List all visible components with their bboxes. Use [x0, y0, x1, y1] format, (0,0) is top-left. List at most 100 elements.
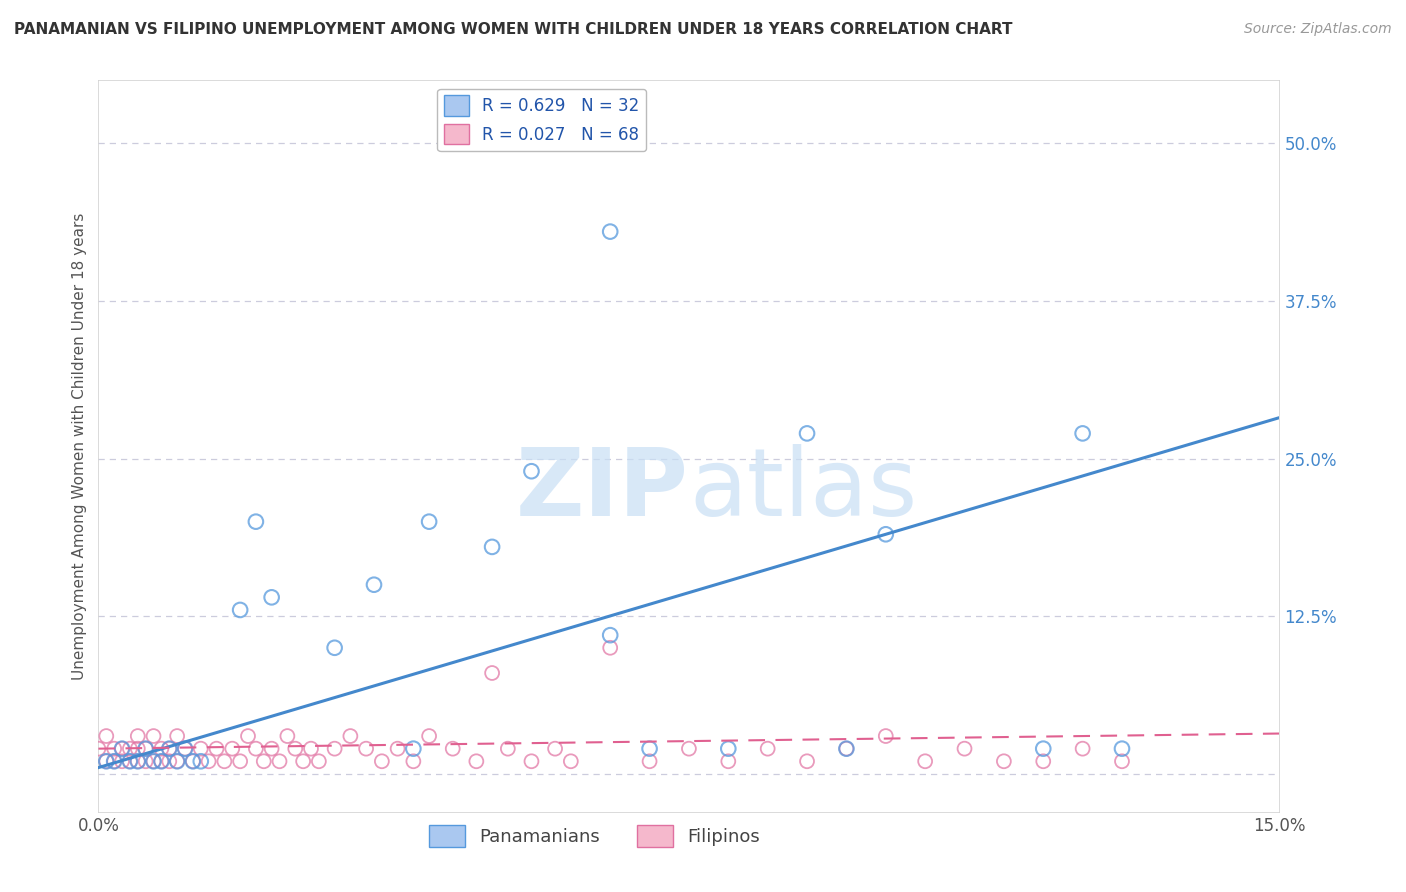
Point [875, 527, 897, 541]
Point [638, 741, 661, 756]
Point [363, 578, 385, 592]
Point [402, 754, 425, 768]
Point [323, 640, 346, 655]
Point [441, 741, 464, 756]
Point [339, 729, 361, 743]
Point [875, 729, 897, 743]
Point [481, 665, 503, 680]
Point [284, 741, 307, 756]
Point [221, 741, 243, 756]
Point [835, 741, 858, 756]
Point [118, 754, 141, 768]
Point [157, 741, 180, 756]
Point [118, 754, 141, 768]
Point [96, 754, 118, 768]
Point [796, 754, 818, 768]
Point [599, 628, 621, 642]
Point [181, 754, 204, 768]
Point [299, 741, 322, 756]
Point [796, 426, 818, 441]
Point [174, 741, 197, 756]
Point [717, 754, 740, 768]
Point [118, 741, 141, 756]
Point [292, 754, 315, 768]
Point [371, 754, 394, 768]
Point [142, 754, 165, 768]
Text: Source: ZipAtlas.com: Source: ZipAtlas.com [1244, 22, 1392, 37]
Point [323, 741, 346, 756]
Point [387, 741, 409, 756]
Point [96, 729, 118, 743]
Point [276, 729, 298, 743]
Point [599, 640, 621, 655]
Point [127, 741, 149, 756]
Point [1111, 741, 1133, 756]
Text: atlas: atlas [689, 444, 917, 536]
Point [914, 754, 936, 768]
Point [96, 754, 118, 768]
Point [993, 754, 1015, 768]
Point [166, 754, 188, 768]
Point [1111, 754, 1133, 768]
Point [269, 754, 291, 768]
Point [717, 741, 740, 756]
Point [150, 754, 173, 768]
Point [197, 754, 219, 768]
Point [953, 741, 976, 756]
Point [190, 754, 212, 768]
Point [229, 754, 252, 768]
Point [520, 464, 543, 478]
Point [135, 741, 157, 756]
Point [402, 741, 425, 756]
Point [638, 754, 661, 768]
Point [260, 591, 283, 605]
Point [465, 754, 488, 768]
Point [599, 225, 621, 239]
Point [354, 741, 377, 756]
Point [418, 515, 440, 529]
Point [111, 754, 134, 768]
Point [135, 754, 157, 768]
Point [260, 741, 283, 756]
Point [418, 729, 440, 743]
Point [103, 754, 125, 768]
Point [157, 741, 180, 756]
Point [245, 741, 267, 756]
Point [181, 754, 204, 768]
Point [174, 741, 197, 756]
Text: ZIP: ZIP [516, 444, 689, 536]
Point [103, 741, 125, 756]
Point [544, 741, 567, 756]
Point [87, 741, 110, 756]
Point [111, 741, 134, 756]
Point [205, 741, 228, 756]
Point [157, 754, 180, 768]
Point [236, 729, 259, 743]
Point [127, 754, 149, 768]
Point [756, 741, 779, 756]
Point [150, 754, 173, 768]
Point [229, 603, 252, 617]
Point [520, 754, 543, 768]
Point [150, 741, 173, 756]
Point [142, 754, 165, 768]
Legend: Panamanians, Filipinos: Panamanians, Filipinos [422, 817, 768, 854]
Point [308, 754, 330, 768]
Point [1071, 426, 1094, 441]
Point [166, 729, 188, 743]
Point [166, 754, 188, 768]
Point [111, 741, 134, 756]
Point [127, 754, 149, 768]
Point [190, 741, 212, 756]
Point [1032, 754, 1054, 768]
Point [142, 729, 165, 743]
Point [560, 754, 582, 768]
Point [245, 515, 267, 529]
Point [496, 741, 519, 756]
Point [135, 741, 157, 756]
Text: PANAMANIAN VS FILIPINO UNEMPLOYMENT AMONG WOMEN WITH CHILDREN UNDER 18 YEARS COR: PANAMANIAN VS FILIPINO UNEMPLOYMENT AMON… [14, 22, 1012, 37]
Y-axis label: Unemployment Among Women with Children Under 18 years: Unemployment Among Women with Children U… [72, 212, 87, 680]
Point [1032, 741, 1054, 756]
Point [214, 754, 236, 768]
Point [253, 754, 276, 768]
